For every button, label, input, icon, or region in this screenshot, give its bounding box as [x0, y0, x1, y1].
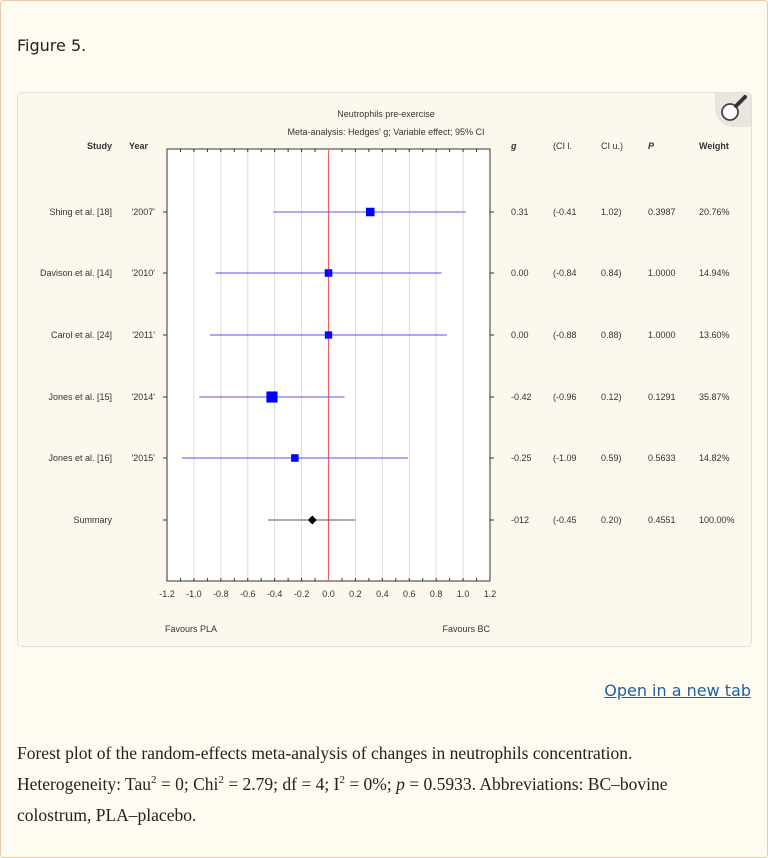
year-label: '2007'	[132, 207, 156, 217]
ci-upper-value: 0.20)	[601, 515, 622, 525]
header-ci-lower: (CI l.	[553, 141, 572, 151]
p-value: 0.5633	[648, 453, 676, 463]
g-value: 0.00	[511, 268, 529, 278]
figure-label: Figure 5.	[17, 36, 87, 55]
ci-upper-value: 1.02)	[601, 207, 622, 217]
effect-marker	[365, 207, 375, 217]
weight-value: 14.82%	[699, 453, 730, 463]
x-tick-label: 0.6	[403, 589, 416, 599]
p-value: 1.0000	[648, 330, 676, 340]
caption-p: = 0.5933. Abbreviations: BC–bovine colos…	[17, 774, 668, 825]
g-value: 0.31	[511, 207, 529, 217]
study-label: Carol et al. [24]	[51, 330, 112, 340]
header-p: P	[648, 141, 655, 151]
ci-lower-value: (-0.84	[553, 268, 577, 278]
open-in-new-tab-link[interactable]: Open in a new tab	[604, 681, 751, 700]
study-label: Shing et al. [18]	[49, 207, 112, 217]
ci-upper-value: 0.12)	[601, 392, 622, 402]
x-tick-label: 0.2	[349, 589, 362, 599]
x-tick-label: 1.2	[484, 589, 497, 599]
year-label: '2010'	[132, 268, 156, 278]
ci-lower-value: (-0.96	[553, 392, 577, 402]
x-tick-label: -0.4	[267, 589, 283, 599]
x-tick-label: -0.6	[240, 589, 256, 599]
g-value: -012	[511, 515, 529, 525]
year-label: '2014'	[132, 392, 156, 402]
ci-lower-value: (-1.09	[553, 453, 577, 463]
x-tick-label: -0.8	[213, 589, 229, 599]
header-study: Study	[87, 141, 112, 151]
p-value: 0.4551	[648, 515, 676, 525]
x-tick-label: 0.4	[376, 589, 389, 599]
study-label: Summary	[73, 515, 112, 525]
ci-lower-value: (-0.41	[553, 207, 577, 217]
chart-subtitle: Meta-analysis: Hedges' g; Variable effec…	[288, 127, 485, 137]
figure-caption: Forest plot of the random-effects meta-a…	[17, 738, 737, 831]
year-label: '2011'	[132, 330, 155, 340]
forest-plot: -1.2 -1.0 -0.8 -0.6 -0.4 -0.2 0.0 0.2 0.4 0.6 0.8 1…	[40, 109, 735, 634]
ci-upper-value: 0.88)	[601, 330, 622, 340]
g-value: 0.00	[511, 330, 529, 340]
effect-marker	[324, 269, 333, 277]
effect-marker	[324, 331, 333, 339]
x-label-right: Favours BC	[442, 624, 490, 634]
p-value: 0.1291	[648, 392, 676, 402]
sup: 2	[151, 774, 157, 787]
year-label: '2015'	[132, 453, 156, 463]
x-tick-label: -1.2	[159, 589, 175, 599]
caption-chi: = 2.79; df = 4; I	[223, 774, 340, 794]
header-year: Year	[129, 141, 149, 151]
study-label: Davison et al. [14]	[40, 268, 112, 278]
sup: 2	[339, 774, 345, 787]
header-weight: Weight	[699, 141, 729, 151]
caption-het-prefix: Heterogeneity: Tau	[17, 774, 152, 794]
summary-diamond	[307, 515, 317, 525]
x-tick-label: 1.0	[457, 589, 470, 599]
ci-upper-value: 0.59)	[601, 453, 622, 463]
header-g: g	[510, 141, 517, 151]
caption-p-label: p	[396, 774, 405, 794]
ci-lower-value: (-0.88	[553, 330, 577, 340]
x-tick-label: -1.0	[186, 589, 202, 599]
ci-lower-value: (-0.45	[553, 515, 577, 525]
p-value: 1.0000	[648, 268, 676, 278]
weight-value: 100.00%	[699, 515, 735, 525]
caption-tau: = 0; Chi	[156, 774, 219, 794]
weight-value: 13.60%	[699, 330, 730, 340]
chart-title: Neutrophils pre-exercise	[337, 109, 435, 119]
g-value: -0.42	[511, 392, 532, 402]
study-label: Jones et al. [15]	[48, 392, 112, 402]
sup: 2	[218, 774, 224, 787]
weight-value: 20.76%	[699, 207, 730, 217]
ci-upper-value: 0.84)	[601, 268, 622, 278]
weight-value: 14.94%	[699, 268, 730, 278]
magnifier-icon	[721, 95, 747, 121]
x-tick-label: 0.8	[430, 589, 443, 599]
caption-line1: Forest plot of the random-effects meta-a…	[17, 743, 633, 763]
x-label-left: Favours PLA	[165, 624, 217, 634]
p-value: 0.3987	[648, 207, 676, 217]
x-tick-label: -0.2	[294, 589, 310, 599]
effect-marker	[291, 454, 299, 462]
figure-image[interactable]: -1.2 -1.0 -0.8 -0.6 -0.4 -0.2 0.0 0.2 0.4 0.6 0.8 1…	[17, 92, 752, 647]
effect-marker	[266, 391, 278, 403]
header-ci-upper: CI u.)	[601, 141, 623, 151]
x-tick-label: 0.0	[322, 589, 335, 599]
caption-i2: = 0%;	[344, 774, 397, 794]
weight-value: 35.87%	[699, 392, 730, 402]
study-label: Jones et al. [16]	[48, 453, 112, 463]
g-value: -0.25	[511, 453, 532, 463]
zoom-button[interactable]	[715, 93, 751, 127]
